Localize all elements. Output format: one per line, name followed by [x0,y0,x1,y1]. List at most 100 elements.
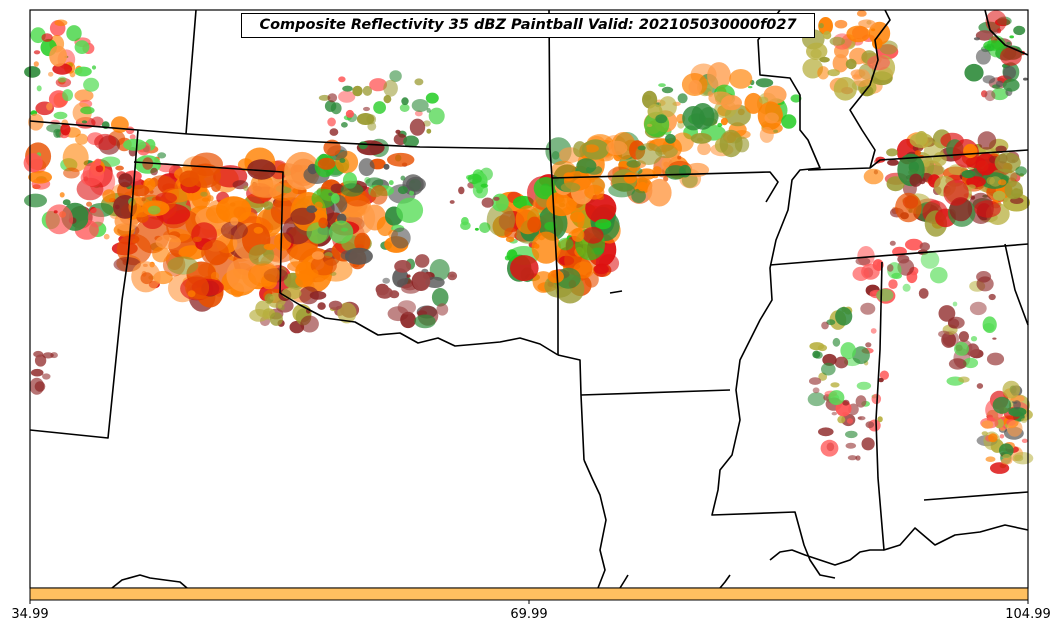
reflectivity-blob [1002,78,1020,92]
reflectivity-blob [637,181,648,192]
state-boundary [849,9,891,169]
reflectivity-blob [584,144,599,153]
reflectivity-blob [672,132,694,152]
reflectivity-blob [1012,452,1034,465]
reflectivity-blob [152,246,171,263]
reflectivity-blob [852,346,870,365]
reflectivity-blob [834,19,848,29]
reflectivity-blob [1003,65,1016,80]
reflectivity-blob [414,78,424,86]
reflectivity-blob [387,152,415,167]
reflectivity-blob [861,437,875,451]
reflectivity-blob [846,25,870,43]
reflectivity-blob [383,79,398,97]
reflectivity-blob [91,116,104,127]
reflectivity-blob [984,90,996,102]
reflectivity-blob [399,103,410,112]
reflectivity-blob [317,157,336,170]
reflectivity-blob [759,126,774,143]
reflectivity-blob [729,69,753,89]
reflectivity-blob [966,343,980,357]
reflectivity-blob [36,85,42,92]
reflectivity-blob [748,86,753,89]
reflectivity-blob [954,341,969,356]
boundary-layer [29,9,1029,589]
reflectivity-blob [412,271,431,291]
reflectivity-blob [179,170,200,188]
reflectivity-blob [155,234,181,250]
reflectivity-blob [94,158,102,166]
reflectivity-blob [298,286,319,305]
reflectivity-blob [226,258,261,292]
reflectivity-blob [647,178,672,207]
reflectivity-blob [342,85,353,92]
reflectivity-blob [383,95,392,104]
reflectivity-blob [878,377,884,383]
reflectivity-blob [306,205,318,213]
reflectivity-blob [504,227,518,239]
reflectivity-blob [688,80,703,95]
colorbar-tick-label: 69.99 [510,607,548,622]
state-boundary [551,171,779,203]
reflectivity-blob [49,45,67,67]
reflectivity-blob [401,97,409,106]
reflectivity-blob [593,264,609,275]
reflectivity-blob [1009,35,1014,39]
reflectivity-blob [870,328,877,334]
reflectivity-blob [1020,418,1028,423]
reflectivity-blob [210,271,220,281]
reflectivity-blob [582,226,604,244]
colorbar-tick-label: 34.99 [11,607,49,622]
reflectivity-blob [339,158,346,163]
reflectivity-blob [323,139,341,156]
reflectivity-blob [655,144,678,159]
state-boundary [583,459,607,589]
reflectivity-blob [479,222,491,234]
reflectivity-blob [820,439,839,457]
reflectivity-blob [42,352,54,359]
state-boundary [875,261,1029,551]
reflectivity-blob [362,85,373,96]
reflectivity-blob [281,287,302,300]
reflectivity-blob [665,165,686,180]
reflectivity-blob [510,255,539,282]
reflectivity-blob [394,260,412,273]
reflectivity-blob [1001,458,1013,465]
reflectivity-blob [823,31,832,40]
reflectivity-blob [449,274,455,278]
reflectivity-blob [887,159,899,166]
reflectivity-blob [491,193,509,212]
reflectivity-blob [818,427,834,437]
reflectivity-blob [1000,47,1022,66]
reflectivity-blob [431,288,449,307]
reflectivity-blob [595,218,612,230]
reflectivity-blob [338,76,346,83]
reflectivity-blob [998,179,1007,186]
reflectivity-blob [717,122,723,128]
reflectivity-blob [818,17,833,35]
reflectivity-blob [370,185,388,205]
reflectivity-blob [807,392,826,407]
reflectivity-blob [547,269,564,284]
reflectivity-blob [48,71,54,77]
state-boundary [185,9,197,135]
reflectivity-blob [973,37,981,41]
reflectivity-blob [388,180,394,186]
reflectivity-blob [985,456,996,463]
reflectivity-blob [872,37,883,50]
reflectivity-blob [652,166,662,176]
reflectivity-blob [845,58,857,70]
reflectivity-blob [86,201,93,207]
reflectivity-blob [1006,41,1011,45]
reflectivity-blob [33,50,41,55]
reflectivity-blob [826,319,836,326]
reflectivity-blob [474,227,479,231]
reflectivity-blob [576,158,597,174]
reflectivity-blob [658,96,677,118]
reflectivity-blob [982,323,995,332]
reflectivity-blob [608,183,636,198]
reflectivity-blob [933,152,947,167]
reflectivity-blob [392,268,409,288]
reflectivity-blob [989,176,1002,187]
reflectivity-blob [781,114,797,129]
